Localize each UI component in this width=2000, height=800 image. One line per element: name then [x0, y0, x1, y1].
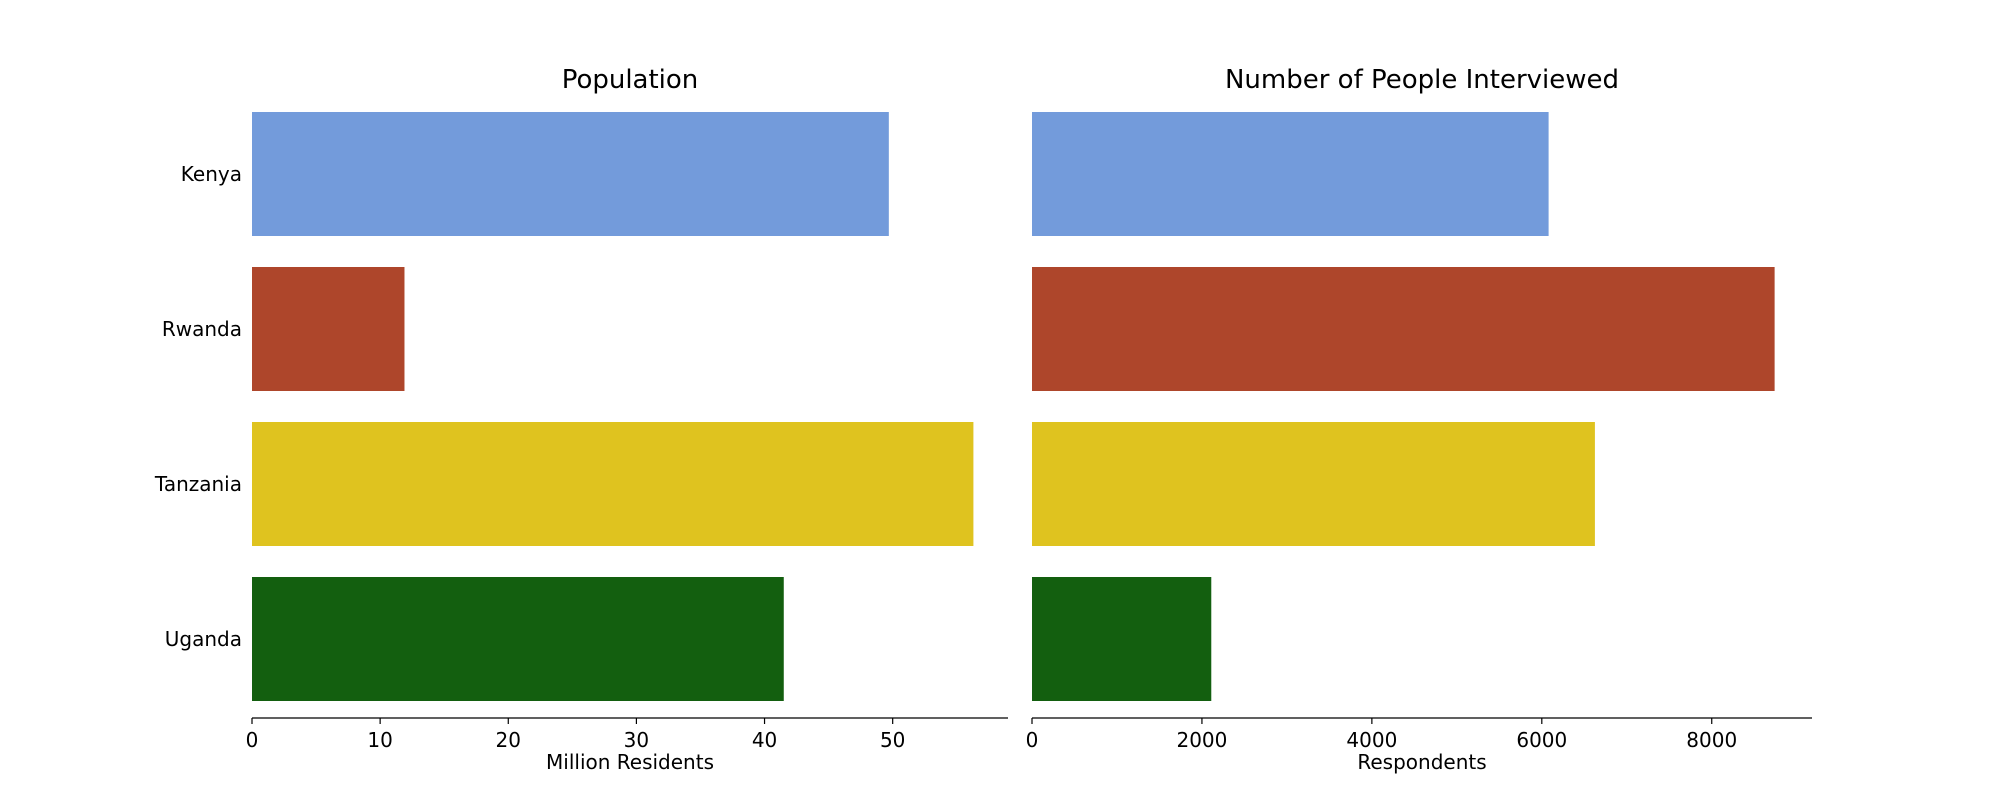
panel-2-x-tick-label: 2000 [1176, 728, 1227, 752]
panel-1-bar-kenya [252, 112, 889, 236]
panel-1-x-tick-label: 0 [246, 728, 259, 752]
panel-2-x-tick-label: 0 [1026, 728, 1039, 752]
panel-1-bar-rwanda [252, 267, 405, 391]
panel-1-x-tick-label: 20 [496, 728, 521, 752]
panel-2-x-tick-label: 8000 [1686, 728, 1737, 752]
panel-2-bar-tanzania [1032, 422, 1595, 546]
panel-2-x-tick-label: 6000 [1516, 728, 1567, 752]
category-label-rwanda: Rwanda [162, 317, 242, 341]
panel-1-bar-uganda [252, 577, 784, 701]
panel-1-x-tick-label: 10 [367, 728, 392, 752]
panel-2-bar-kenya [1032, 112, 1549, 236]
panel-2-bar-rwanda [1032, 267, 1775, 391]
category-label-uganda: Uganda [165, 627, 242, 651]
panel-2-x-tick-label: 4000 [1346, 728, 1397, 752]
panel-2-x-axis-label: Respondents [1357, 750, 1486, 774]
panel-1-x-tick-label: 30 [624, 728, 649, 752]
panel-2-bar-uganda [1032, 577, 1212, 701]
panel-1-x-axis-label: Million Residents [546, 750, 714, 774]
category-label-kenya: Kenya [181, 162, 242, 186]
panel-2-title: Number of People Interviewed [1225, 65, 1619, 95]
panel-1-x-tick-label: 40 [752, 728, 777, 752]
category-label-tanzania: Tanzania [154, 472, 242, 496]
panel-1-x-tick-label: 50 [880, 728, 905, 752]
panel-1-bar-tanzania [252, 422, 974, 546]
panel-1-title: Population [562, 65, 699, 95]
